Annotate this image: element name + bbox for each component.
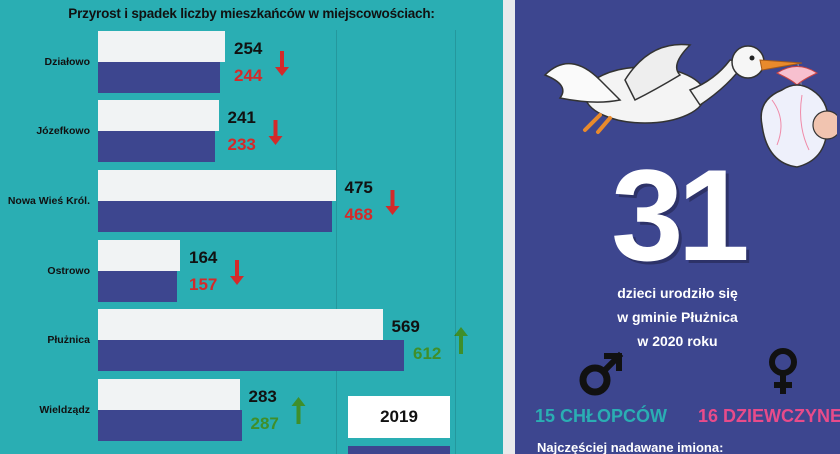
bar-series-2 [98,340,404,371]
legend-2020-swatch [348,446,450,454]
bar-series-2 [98,62,220,93]
legend-2019: 2019 [348,396,450,438]
value-label-series-2: 287 [250,414,279,433]
bar-series-2 [98,410,242,441]
category-label: Płużnica [47,334,90,346]
girls-count: 16 DZIEWCZYNEK [698,406,840,426]
arrow-down-icon [275,51,289,76]
bar-chart [230,51,468,424]
category-label: Wieldządz [39,404,90,416]
gridline [336,30,337,454]
bar-series-2 [98,271,177,302]
value-label-series-1: 569 [391,317,420,336]
bar-series-1 [98,240,180,271]
bar-series-1 [98,100,219,131]
births-text-line2: w gminie Płużnica [617,309,738,325]
bar-series-2 [98,201,332,232]
births-text-line3: w 2020 roku [637,333,718,349]
baby-bundle-icon [760,66,837,168]
value-label-series-1: 164 [189,248,218,267]
value-label-series-1: 241 [227,108,256,127]
arrow-down-icon [230,260,244,285]
category-label: Józefkowo [36,125,90,137]
female-symbol-icon [769,348,797,394]
names-heading: Najczęściej nadawane imiona: [537,440,724,454]
value-label-series-2: 233 [227,135,256,154]
chart-title: Przyrost i spadek liczby mieszkańców w m… [68,6,435,21]
gridline [455,30,456,454]
arrow-down-icon [385,190,400,215]
arrow-down-icon [268,120,283,145]
value-label-series-1: 283 [248,387,277,406]
bar-series-1 [98,31,225,62]
value-label-series-2: 468 [344,205,373,224]
value-label-series-1: 254 [234,39,263,58]
boys-count: 15 CHŁOPCÓW [535,406,668,426]
category-label: Ostrowo [47,265,90,277]
chart-panel: Przyrost i spadek liczby mieszkańców w m… [0,0,503,454]
births-count: 31 [611,142,750,288]
value-label-series-2: 612 [413,344,442,363]
value-label-series-2: 244 [234,66,263,85]
births-text-line1: dzieci urodziło się [617,285,738,301]
births-panel: 31 dzieci urodziło się w gminie Płużnica… [515,0,840,454]
male-symbol-icon [579,351,624,396]
bar-series-1 [98,379,240,410]
value-label-series-1: 475 [344,178,373,197]
stork-icon [543,43,803,134]
bar-series-1 [98,309,383,340]
arrow-up-icon [454,327,468,354]
category-label: Działowo [44,56,90,68]
bar-series-1 [98,170,336,201]
arrow-up-icon [291,397,306,424]
bar-series-2 [98,131,215,162]
divider [503,0,515,454]
category-label: Nowa Wieś Król. [7,195,90,207]
value-label-series-2: 157 [189,275,218,294]
